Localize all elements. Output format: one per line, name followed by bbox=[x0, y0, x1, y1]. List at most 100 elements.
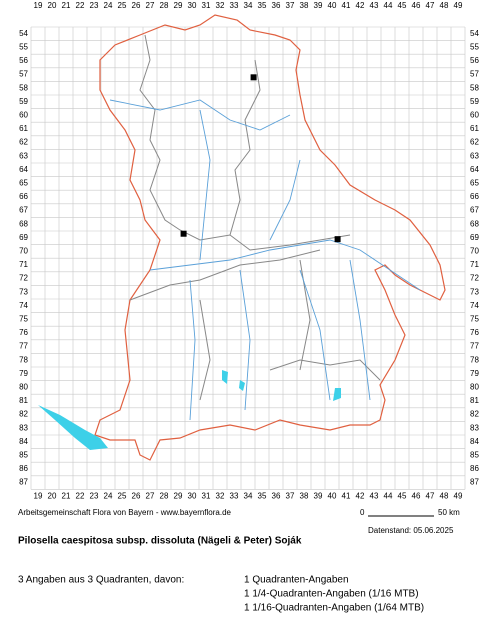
column-label: 20 bbox=[48, 492, 57, 501]
row-label: 80 bbox=[470, 383, 479, 392]
row-label: 60 bbox=[19, 111, 28, 120]
row-label: 63 bbox=[19, 151, 28, 160]
column-label: 47 bbox=[426, 1, 435, 10]
row-label: 72 bbox=[470, 274, 479, 283]
row-label: 86 bbox=[19, 464, 28, 473]
row-label: 69 bbox=[19, 233, 28, 242]
column-label: 30 bbox=[188, 1, 197, 10]
title: Pilosella caespitosa subsp. dissoluta (N… bbox=[18, 536, 302, 547]
row-label: 81 bbox=[19, 396, 28, 405]
row-label: 74 bbox=[470, 301, 479, 310]
column-label: 43 bbox=[370, 492, 379, 501]
row-label: 68 bbox=[19, 219, 28, 228]
grid bbox=[30, 26, 466, 490]
column-label: 23 bbox=[90, 492, 99, 501]
row-label: 59 bbox=[470, 97, 479, 106]
column-label: 43 bbox=[370, 1, 379, 10]
count: 1 1/16-Quadranten-Angaben (1/64 MTB) bbox=[244, 603, 424, 614]
column-label: 45 bbox=[398, 492, 407, 501]
row-label: 63 bbox=[470, 151, 479, 160]
row-label: 54 bbox=[19, 29, 28, 38]
row-label: 56 bbox=[19, 56, 28, 65]
column-label: 32 bbox=[216, 492, 225, 501]
row-label: 82 bbox=[19, 410, 28, 419]
column-label: 31 bbox=[202, 492, 211, 501]
district-borders bbox=[129, 34, 381, 401]
row-label: 57 bbox=[19, 70, 28, 79]
column-label: 21 bbox=[62, 1, 71, 10]
column-label: 34 bbox=[244, 1, 253, 10]
row-label: 67 bbox=[470, 206, 479, 215]
column-label: 33 bbox=[230, 1, 239, 10]
column-label: 26 bbox=[132, 492, 141, 501]
row-label: 58 bbox=[470, 83, 479, 92]
column-label: 30 bbox=[188, 492, 197, 501]
column-label: 36 bbox=[272, 1, 281, 10]
row-label: 57 bbox=[470, 70, 479, 79]
row-label: 76 bbox=[19, 328, 28, 337]
row-label: 85 bbox=[470, 451, 479, 460]
row-label: 60 bbox=[470, 111, 479, 120]
column-label: 42 bbox=[356, 492, 365, 501]
column-label: 39 bbox=[314, 492, 323, 501]
column-label: 24 bbox=[104, 1, 113, 10]
credit: Arbeitsgemeinschaft Flora von Bayern - w… bbox=[18, 508, 232, 517]
occurrence-point bbox=[250, 74, 257, 81]
count: 1 Quadranten-Angaben bbox=[244, 575, 349, 586]
column-label: 34 bbox=[244, 492, 253, 501]
column-label: 31 bbox=[202, 1, 211, 10]
row-label: 73 bbox=[19, 287, 28, 296]
row-label: 65 bbox=[470, 179, 479, 188]
column-label: 35 bbox=[258, 492, 267, 501]
row-label: 61 bbox=[470, 124, 479, 133]
row-label: 61 bbox=[19, 124, 28, 133]
column-label: 24 bbox=[104, 492, 113, 501]
column-label: 38 bbox=[300, 1, 309, 10]
row-label: 79 bbox=[470, 369, 479, 378]
row-label: 86 bbox=[470, 464, 479, 473]
row-label: 62 bbox=[19, 138, 28, 147]
row-label: 58 bbox=[19, 83, 28, 92]
row-label: 75 bbox=[470, 315, 479, 324]
row-label: 65 bbox=[19, 179, 28, 188]
column-label: 49 bbox=[454, 1, 463, 10]
column-label: 20 bbox=[48, 1, 57, 10]
column-label: 46 bbox=[412, 492, 421, 501]
column-label: 45 bbox=[398, 1, 407, 10]
column-label: 22 bbox=[76, 492, 85, 501]
column-label: 38 bbox=[300, 492, 309, 501]
row-label: 78 bbox=[19, 355, 28, 364]
lake-constance bbox=[38, 405, 108, 450]
row-label: 77 bbox=[19, 342, 28, 351]
row-label: 64 bbox=[470, 165, 479, 174]
row-label: 62 bbox=[470, 138, 479, 147]
column-label: 29 bbox=[174, 1, 183, 10]
occurrence-point bbox=[180, 230, 187, 237]
row-label: 87 bbox=[19, 478, 28, 487]
row-label: 81 bbox=[470, 396, 479, 405]
row-label: 70 bbox=[19, 247, 28, 256]
row-label: 56 bbox=[470, 56, 479, 65]
column-label: 40 bbox=[328, 1, 337, 10]
column-label: 27 bbox=[146, 492, 155, 501]
row-label: 71 bbox=[470, 260, 479, 269]
date: Datenstand: 05.06.2025 bbox=[368, 526, 454, 535]
points bbox=[180, 74, 341, 243]
row-label: 67 bbox=[19, 206, 28, 215]
column-label: 44 bbox=[384, 492, 393, 501]
column-label: 29 bbox=[174, 492, 183, 501]
column-label: 23 bbox=[90, 1, 99, 10]
column-label: 37 bbox=[286, 1, 295, 10]
column-label: 40 bbox=[328, 492, 337, 501]
row-label: 73 bbox=[470, 287, 479, 296]
column-label: 19 bbox=[34, 492, 43, 501]
row-label: 66 bbox=[470, 192, 479, 201]
column-label: 41 bbox=[342, 1, 351, 10]
grid-labels: 19 19 20 20 21 21 22 22 23 23 24 24 25 25 26 26 27 27 28 28… bbox=[19, 1, 479, 500]
column-label: 26 bbox=[132, 1, 141, 10]
state-border bbox=[94, 14, 446, 461]
column-label: 25 bbox=[118, 492, 127, 501]
column-label: 35 bbox=[258, 1, 267, 10]
column-label: 41 bbox=[342, 492, 351, 501]
